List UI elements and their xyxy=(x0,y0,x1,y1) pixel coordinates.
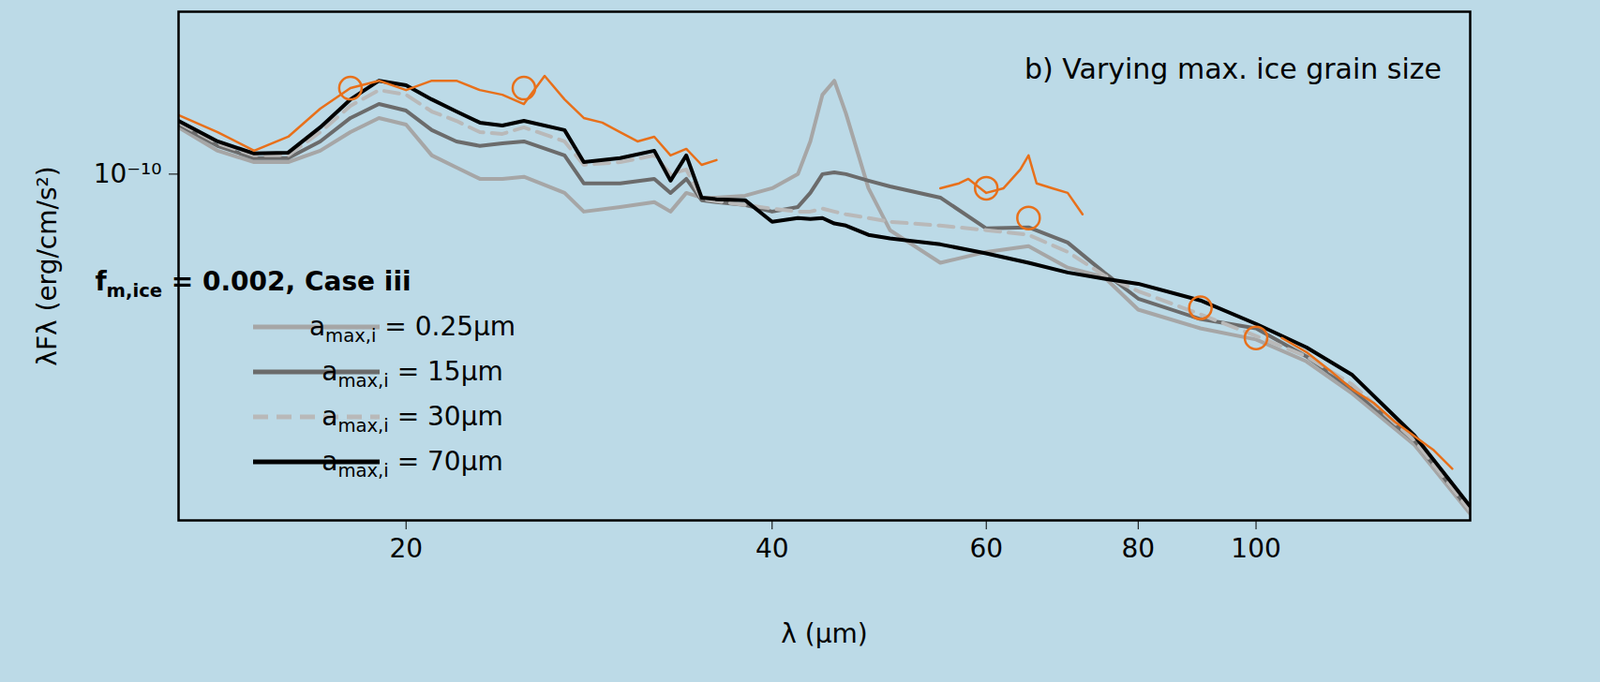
svg-text:fm,ice = 0.002, Case iii: fm,ice = 0.002, Case iii xyxy=(94,266,411,302)
svg-text:λFλ (erg/cm/s²): λFλ (erg/cm/s²) xyxy=(31,165,63,366)
svg-text:b) Varying max. ice grain size: b) Varying max. ice grain size xyxy=(1024,52,1442,86)
svg-text:80: 80 xyxy=(1121,533,1155,565)
svg-text:amax,i = 15μm: amax,i = 15μm xyxy=(321,356,504,392)
svg-text:10⁻¹⁰: 10⁻¹⁰ xyxy=(93,158,163,190)
svg-text:20: 20 xyxy=(388,533,423,565)
svg-text:amax,i = 0.25μm: amax,i = 0.25μm xyxy=(309,311,516,347)
svg-text:60: 60 xyxy=(969,533,1003,565)
svg-text:100: 100 xyxy=(1230,533,1281,565)
svg-text:amax,i = 70μm: amax,i = 70μm xyxy=(321,446,504,482)
svg-text:40: 40 xyxy=(755,533,790,565)
svg-text:λ (μm): λ (μm) xyxy=(780,618,868,650)
svg-text:amax,i = 30μm: amax,i = 30μm xyxy=(321,401,504,437)
